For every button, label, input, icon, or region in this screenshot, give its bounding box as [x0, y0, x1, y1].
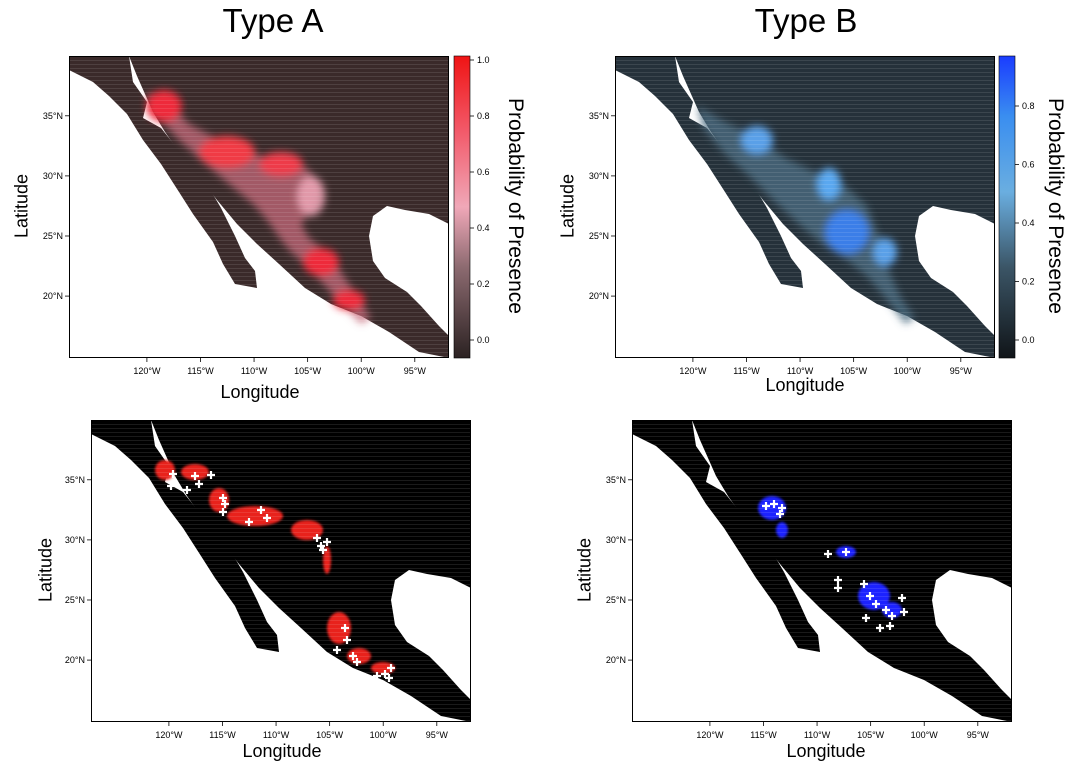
x-tick-label: 105°W — [840, 366, 868, 376]
x-tick-label: 100°W — [894, 366, 922, 376]
y-tick-label: 35°N — [43, 111, 63, 121]
y-tick-label: 25°N — [606, 595, 626, 605]
x-tick-label: 120°W — [133, 366, 161, 376]
colorbar-a-tick: 0.4 — [477, 223, 490, 233]
x-tick-label: 115°W — [750, 730, 777, 740]
x-tick-label: 100°W — [348, 366, 376, 376]
y-tick-label: 30°N — [43, 171, 63, 181]
x-tick-label: 110°W — [241, 366, 268, 376]
x-tick-label: 105°W — [857, 730, 885, 740]
colorbar-a-tick: 1.0 — [477, 55, 490, 65]
xlabel-top-right: Longitude — [765, 375, 845, 395]
map-panel-b-bottom — [632, 420, 1012, 722]
map-panel-b-top — [615, 56, 995, 358]
x-tick-label: 100°W — [911, 730, 939, 740]
y-tick-label: 25°N — [65, 595, 85, 605]
y-tick-label: 30°N — [606, 535, 626, 545]
x-tick-label: 95°W — [967, 730, 990, 740]
y-tick-label: 35°N — [65, 475, 85, 485]
x-tick-label: 115°W — [733, 366, 760, 376]
colorbar-b-tick: 0.8 — [1022, 101, 1035, 111]
x-tick-label: 115°W — [209, 730, 236, 740]
title-type-a: Type A — [222, 2, 324, 39]
y-tick-label: 20°N — [43, 291, 63, 301]
colorbar-b — [998, 55, 1016, 359]
map-panel-a-top — [69, 56, 449, 358]
y-tick-label: 20°N — [65, 655, 85, 665]
xlabel-bottom-right: Longitude — [786, 741, 866, 761]
y-tick-label: 20°N — [606, 655, 626, 665]
colorbar-b-tick: 0.6 — [1022, 160, 1035, 170]
colorbar-b-tick: 0.0 — [1022, 335, 1035, 345]
y-tick-label: 30°N — [65, 535, 85, 545]
y-tick-label: 30°N — [589, 171, 609, 181]
x-tick-label: 100°W — [370, 730, 398, 740]
x-tick-label: 120°W — [696, 730, 724, 740]
x-tick-label: 110°W — [804, 730, 831, 740]
y-tick-label: 20°N — [589, 291, 609, 301]
x-tick-label: 95°W — [950, 366, 973, 376]
x-tick-label: 105°W — [316, 730, 344, 740]
colorbar-a-tick: 0.2 — [477, 279, 490, 289]
x-tick-label: 120°W — [679, 366, 707, 376]
colorbar-a-tick: 0.6 — [477, 167, 490, 177]
y-tick-label: 35°N — [606, 475, 626, 485]
xlabel-top-left: Longitude — [220, 382, 300, 402]
x-tick-label: 105°W — [294, 366, 322, 376]
x-tick-label: 115°W — [187, 366, 214, 376]
colorbar-b-tick: 0.2 — [1022, 277, 1035, 287]
x-tick-label: 110°W — [787, 366, 814, 376]
y-tick-label: 25°N — [589, 231, 609, 241]
x-tick-label: 95°W — [404, 366, 427, 376]
y-tick-label: 35°N — [589, 111, 609, 121]
x-tick-label: 110°W — [263, 730, 290, 740]
x-tick-label: 120°W — [155, 730, 183, 740]
colorbar-a-tick: 0.8 — [477, 111, 490, 121]
colorbar-a-tick: 0.0 — [477, 335, 490, 345]
y-tick-label: 25°N — [43, 231, 63, 241]
x-tick-label: 95°W — [426, 730, 449, 740]
map-panel-a-bottom — [91, 420, 471, 722]
colorbar-b-tick: 0.4 — [1022, 218, 1035, 228]
title-type-b: Type B — [754, 2, 858, 39]
colorbar-a — [453, 55, 471, 359]
xlabel-bottom-left: Longitude — [242, 741, 322, 761]
